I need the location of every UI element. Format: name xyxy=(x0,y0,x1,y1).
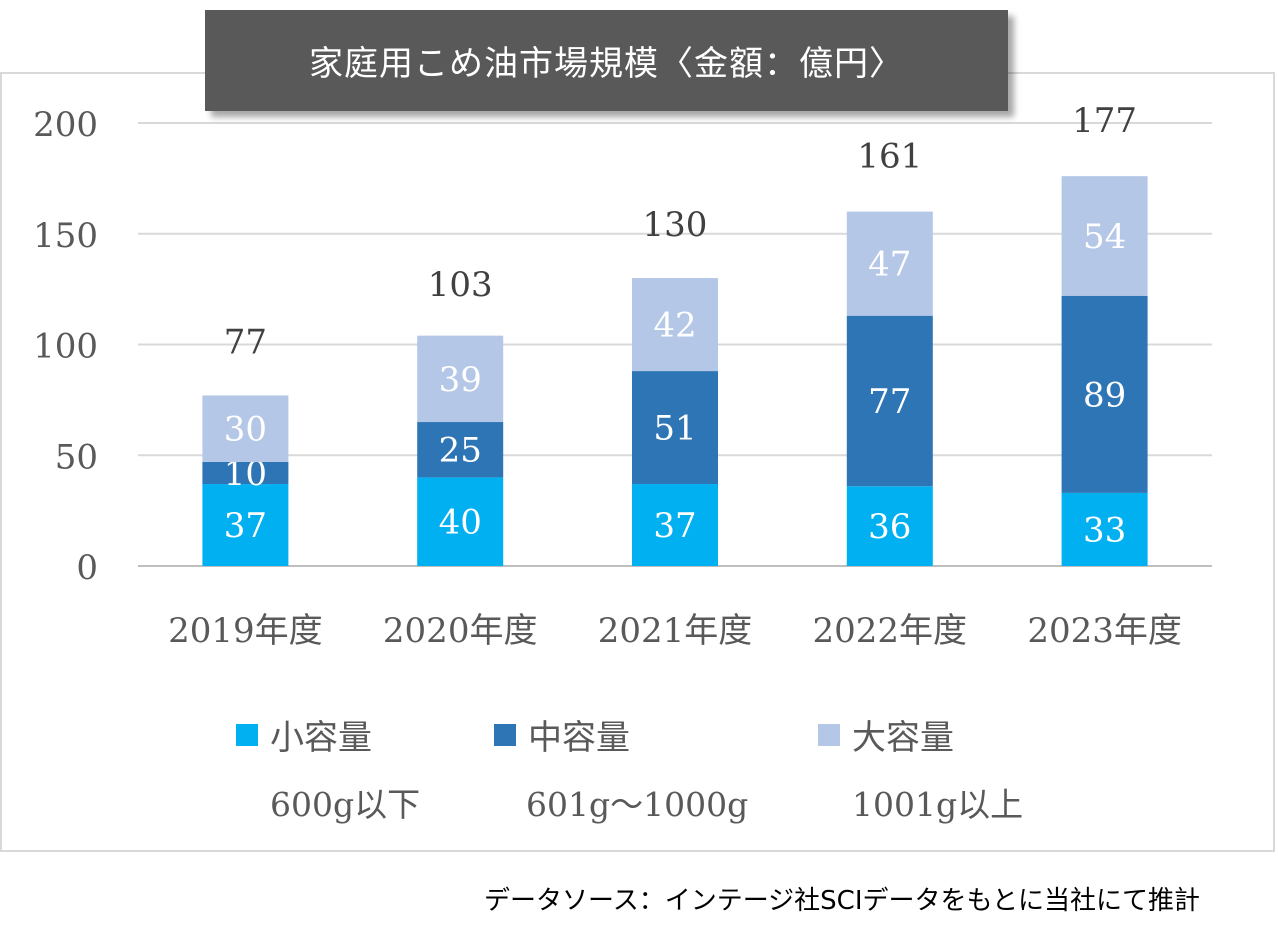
total-label-2022年度: 161 xyxy=(857,136,922,176)
bar-2022年度-小容量 xyxy=(846,486,933,566)
legend-label-small: 小容量 xyxy=(270,718,372,758)
bar-2019年度-中容量 xyxy=(202,461,289,485)
bar-2023年度-大容量 xyxy=(1061,176,1148,296)
data-label-2023年度-大容量: 54 xyxy=(1083,217,1126,257)
legend-item-large: 大容量 xyxy=(818,710,954,759)
data-label-2021年度-小容量: 37 xyxy=(653,506,696,546)
data-label-2022年度-小容量: 36 xyxy=(868,507,911,547)
bar-2022年度-中容量 xyxy=(846,315,933,487)
y-tick-label-50: 50 xyxy=(55,437,98,477)
legend-sublabel-small: 600g以下 xyxy=(270,785,421,824)
legend-swatch-small xyxy=(236,723,258,746)
total-label-2020年度: 103 xyxy=(428,265,493,305)
total-label-2019年度: 77 xyxy=(224,322,267,362)
bar-2020年度-中容量 xyxy=(417,422,504,478)
bar-2019年度-大容量 xyxy=(202,395,289,462)
bar-2023年度-中容量 xyxy=(1061,295,1148,493)
data-label-2020年度-小容量: 40 xyxy=(439,503,482,543)
data-label-2019年度-大容量: 30 xyxy=(224,410,267,450)
bar-2021年度-小容量 xyxy=(632,484,718,566)
x-tick-label-2022年度: 2022年度 xyxy=(813,611,968,651)
legend-sublabel-medium: 601g〜1000g xyxy=(526,785,749,824)
y-tick-label-150: 150 xyxy=(33,216,98,256)
legend-item-medium: 中容量 xyxy=(494,710,630,759)
total-label-2021年度: 130 xyxy=(643,205,708,245)
data-label-2022年度-大容量: 47 xyxy=(868,245,911,285)
bar-2022年度-大容量 xyxy=(846,211,933,316)
bar-2023年度-小容量 xyxy=(1061,492,1148,566)
y-tick-label-0: 0 xyxy=(76,548,98,588)
data-label-2022年度-中容量: 77 xyxy=(868,382,911,422)
bar-2019年度-小容量 xyxy=(202,484,289,566)
bar-2020年度-大容量 xyxy=(417,335,504,423)
data-label-2020年度-大容量: 39 xyxy=(439,360,482,400)
data-label-2020年度-中容量: 25 xyxy=(439,431,482,471)
bar-2020年度-小容量 xyxy=(417,477,504,566)
chart-title: 家庭用こめ油市場規模〈金額：億円〉 xyxy=(309,44,904,84)
y-tick-label-100: 100 xyxy=(33,327,98,367)
total-label-2023年度: 177 xyxy=(1072,101,1137,141)
bar-2021年度-大容量 xyxy=(632,278,718,372)
legend-label-medium: 中容量 xyxy=(528,718,630,758)
x-tick-label-2023年度: 2023年度 xyxy=(1027,611,1182,651)
bar-2021年度-中容量 xyxy=(632,371,718,485)
legend-swatch-large xyxy=(818,723,840,746)
legend-swatch-medium xyxy=(494,723,516,746)
data-label-2023年度-小容量: 33 xyxy=(1083,510,1126,550)
data-label-2023年度-中容量: 89 xyxy=(1083,375,1126,415)
data-label-2021年度-大容量: 42 xyxy=(653,306,696,346)
data-label-2019年度-小容量: 37 xyxy=(224,506,267,546)
chart-title-box: 家庭用こめ油市場規模〈金額：億円〉 xyxy=(205,10,1008,111)
x-tick-label-2019年度: 2019年度 xyxy=(168,611,323,651)
x-tick-label-2021年度: 2021年度 xyxy=(598,611,753,651)
y-tick-label-200: 200 xyxy=(33,105,98,145)
data-label-2021年度-中容量: 51 xyxy=(653,409,696,449)
legend-sublabel-large: 1001g以上 xyxy=(852,785,1024,824)
legend-item-small: 小容量 xyxy=(236,710,372,759)
source-note: データソース：インテージ社SCIデータをもとに当社にて推計 xyxy=(484,886,1200,916)
x-tick-label-2020年度: 2020年度 xyxy=(383,611,538,651)
legend-label-large: 大容量 xyxy=(852,718,954,758)
